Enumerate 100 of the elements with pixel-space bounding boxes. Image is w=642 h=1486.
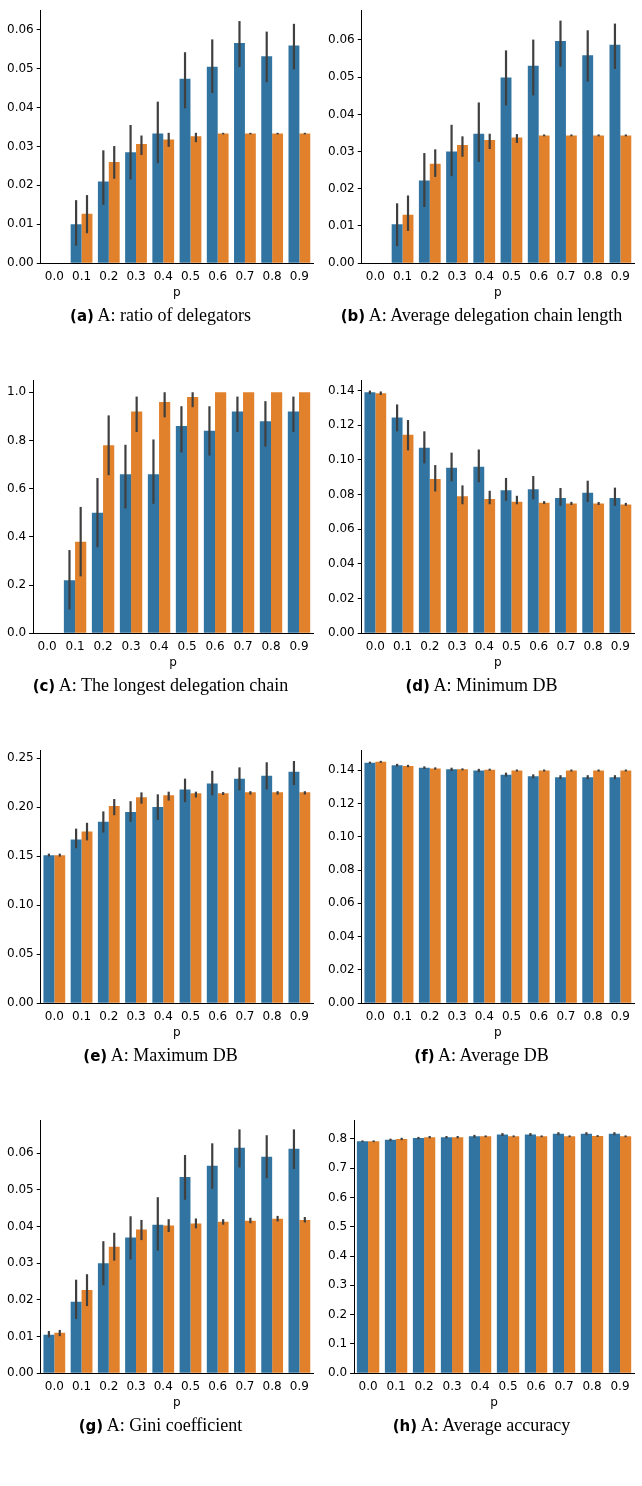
bar (299, 392, 311, 633)
y-tick-label: 0.01 (7, 216, 34, 231)
x-tick-label: 0.8 (583, 1008, 603, 1023)
y-tick-label: 0.02 (328, 180, 355, 195)
bar (555, 41, 566, 263)
bar (243, 392, 255, 633)
text: (h) A: Average accuracy (391, 1414, 572, 1437)
bar (418, 447, 430, 633)
bar (217, 1221, 229, 1373)
bar (206, 66, 218, 263)
y-tick-label: 0.4 (327, 1248, 348, 1263)
x-tick-label: 0.3 (442, 1378, 462, 1393)
bar (125, 1237, 137, 1373)
bar (97, 181, 109, 263)
x-tick-label: 0.7 (554, 1378, 574, 1393)
x-tick-label: 0.7 (556, 268, 576, 283)
x-tick-label: 0.9 (289, 1378, 309, 1393)
bar (272, 133, 284, 263)
bar (527, 489, 539, 633)
bar (217, 793, 229, 1003)
x-tick-label: 0.1 (393, 638, 413, 653)
y-tick-label: 0.00 (7, 255, 34, 270)
x-tick-label: 0.1 (393, 268, 413, 283)
bar (54, 855, 66, 1003)
x-tick-label: 0.7 (556, 638, 576, 653)
bar (473, 466, 485, 633)
bar (203, 430, 216, 633)
bar (565, 503, 577, 633)
y-tick-label: 0.8 (6, 432, 27, 447)
x-tick-label: 0.4 (470, 1378, 490, 1393)
bar (391, 417, 403, 633)
bar (261, 56, 273, 263)
bar (234, 42, 245, 263)
x-tick-label: 0.4 (153, 268, 173, 283)
x-tick-label: 0.3 (126, 268, 146, 283)
x-tick-label: 0.2 (420, 638, 440, 653)
bar (97, 1263, 109, 1373)
bar (527, 65, 539, 263)
y-tick-label: 0.00 (328, 625, 355, 640)
y-tick-label: 0.25 (7, 750, 34, 765)
x-tick-label: 0.3 (126, 1008, 146, 1023)
bar (179, 1177, 191, 1373)
y-tick-label: 0.6 (6, 480, 27, 495)
x-tick-label: 0.5 (501, 638, 522, 653)
bar (582, 55, 594, 263)
y-tick-label: 0.01 (7, 1328, 34, 1343)
x-tick-label: 0.6 (208, 1378, 228, 1393)
bar (538, 135, 550, 263)
bar (190, 1223, 202, 1373)
bar (70, 1301, 82, 1373)
x-axis-title: p (173, 1024, 181, 1039)
x-tick-label: 0.3 (121, 638, 141, 653)
bar (299, 1219, 311, 1373)
bar (271, 392, 283, 633)
bar (244, 1220, 256, 1373)
bar (54, 1332, 66, 1373)
x-tick-label: 0.5 (180, 1378, 201, 1393)
text: (a) A: ratio of delegators (69, 304, 252, 327)
x-tick-label: 0.6 (526, 1378, 546, 1393)
x-tick-label: 0.9 (289, 268, 309, 283)
y-tick-label: 0.04 (7, 1218, 34, 1233)
x-tick-label: 0.4 (153, 1008, 173, 1023)
y-tick-label: 0.10 (7, 897, 34, 912)
bar (231, 411, 244, 633)
y-tick-label: 0.15 (7, 848, 34, 863)
y-tick-label: 1.0 (6, 384, 27, 399)
bar (288, 771, 300, 1003)
x-tick-label: 0.5 (498, 1378, 518, 1393)
bar (179, 789, 191, 1003)
bar (108, 1246, 120, 1373)
bar (429, 478, 441, 633)
y-tick-label: 0.00 (328, 255, 355, 270)
bar (593, 135, 605, 263)
y-tick-label: 0.5 (327, 1218, 348, 1233)
bar (217, 133, 229, 263)
y-tick-label: 0.02 (328, 962, 355, 977)
x-tick-label: 0.1 (393, 1008, 413, 1023)
y-tick-label: 0.02 (328, 590, 355, 605)
x-tick-label: 0.8 (583, 638, 603, 653)
y-tick-label: 0.04 (328, 106, 355, 121)
x-tick-label: 0.2 (420, 268, 440, 283)
x-tick-label: 0.4 (474, 1008, 494, 1023)
bar (190, 793, 202, 1003)
y-tick-label: 0.03 (7, 138, 34, 153)
x-tick-label: 0.2 (99, 1008, 119, 1023)
bar (484, 498, 496, 633)
bar (43, 1334, 55, 1373)
x-tick-label: 0.4 (149, 638, 169, 653)
x-tick-label: 0.4 (474, 268, 494, 283)
x-tick-label: 0.5 (180, 268, 201, 283)
x-tick-label: 0.0 (37, 638, 57, 653)
x-tick-label: 0.1 (386, 1378, 406, 1393)
y-tick-label: 0.06 (7, 21, 34, 36)
x-tick-label: 0.8 (262, 1008, 282, 1023)
y-tick-label: 0.8 (327, 1131, 348, 1146)
bar (446, 467, 458, 633)
x-tick-label: 0.7 (235, 1008, 255, 1023)
y-tick-label: 0.00 (7, 995, 34, 1010)
x-tick-label: 0.9 (610, 638, 630, 653)
y-tick-label: 0.12 (328, 795, 355, 810)
